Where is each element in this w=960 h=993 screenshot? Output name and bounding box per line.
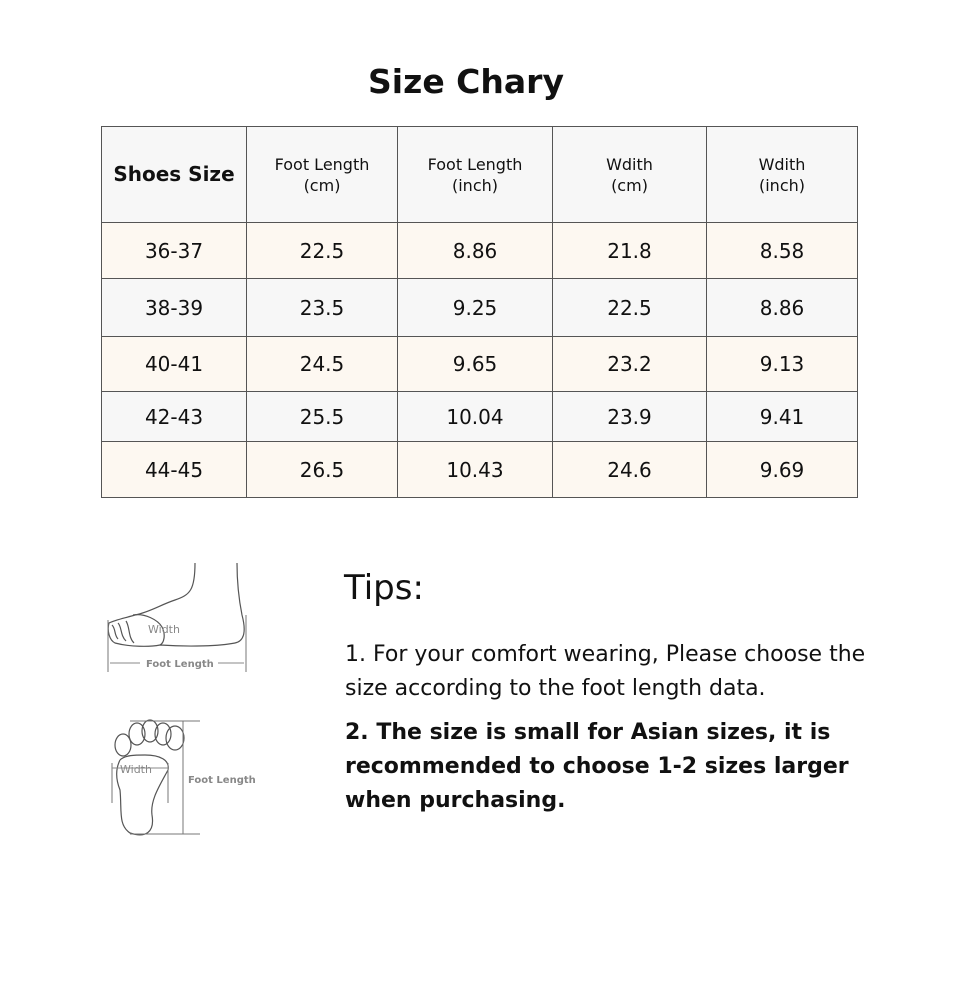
cell: 22.5: [552, 278, 707, 337]
cell: 9.25: [397, 278, 553, 337]
header-width-cm: Wdith (cm): [552, 126, 707, 223]
cell: 9.41: [706, 391, 858, 442]
header-unit: (inch): [451, 175, 498, 195]
cell: 26.5: [246, 441, 398, 498]
cell: 40-41: [101, 336, 247, 392]
cell: 36-37: [101, 222, 247, 279]
tip-item: 1. For your comfort wearing, Please choo…: [345, 642, 866, 701]
width-label: Width: [120, 763, 152, 776]
cell: 10.43: [397, 441, 553, 498]
cell: 10.04: [397, 391, 553, 442]
header-unit: (cm): [611, 175, 648, 195]
table-row: 36-37 22.5 8.86 21.8 8.58: [101, 222, 858, 279]
cell: 23.2: [552, 336, 707, 392]
cell: 25.5: [246, 391, 398, 442]
table-row: 40-41 24.5 9.65 23.2 9.13: [101, 336, 858, 392]
foot-length-label: Foot Length: [188, 775, 256, 786]
cell: 8.86: [706, 278, 858, 337]
table-row: 44-45 26.5 10.43 24.6 9.69: [101, 441, 858, 498]
cell: 23.5: [246, 278, 398, 337]
table-row: 38-39 23.5 9.25 22.5 8.86: [101, 278, 858, 337]
tip-item-bold: 2. The size is small for Asian sizes, it…: [345, 720, 849, 813]
cell: 9.69: [706, 441, 858, 498]
table-row: 42-43 25.5 10.04 23.9 9.41: [101, 391, 858, 442]
cell: 9.13: [706, 336, 858, 392]
header-label: Shoes Size: [113, 162, 235, 186]
foot-sole-diagram: Width Foot Length: [111, 719, 256, 836]
cell: 38-39: [101, 278, 247, 337]
cell: 24.5: [246, 336, 398, 392]
header-label: Wdith: [606, 154, 653, 174]
cell: 42-43: [101, 391, 247, 442]
page-title: Size Chary: [368, 62, 564, 101]
cell: 8.58: [706, 222, 858, 279]
cell: 21.8: [552, 222, 707, 279]
cell: 8.86: [397, 222, 553, 279]
header-foot-length-cm: Foot Length (cm): [246, 126, 398, 223]
tips-title: Tips:: [344, 568, 424, 608]
header-label: Wdith: [758, 154, 806, 174]
header-width-inch: Wdith (inch): [706, 126, 858, 223]
table-header-row: Shoes Size Foot Length (cm) Foot Length (i…: [101, 126, 858, 223]
header-label: Foot Length: [427, 154, 523, 174]
foot-side-diagram: Width Foot Length: [107, 562, 247, 672]
foot-length-label: Foot Length: [146, 659, 214, 670]
header-label: Foot Length: [274, 154, 370, 174]
cell: 24.6: [552, 441, 707, 498]
header-foot-length-inch: Foot Length (inch): [397, 126, 553, 223]
cell: 22.5: [246, 222, 398, 279]
header-shoes-size: Shoes Size: [101, 126, 247, 223]
cell: 9.65: [397, 336, 553, 392]
header-unit: (inch): [758, 175, 805, 195]
header-unit: (cm): [303, 175, 341, 195]
cell: 23.9: [552, 391, 707, 442]
width-label: Width: [148, 623, 180, 636]
cell: 44-45: [101, 441, 247, 498]
size-table: Shoes Size Foot Length (cm) Foot Length (i…: [101, 126, 858, 498]
